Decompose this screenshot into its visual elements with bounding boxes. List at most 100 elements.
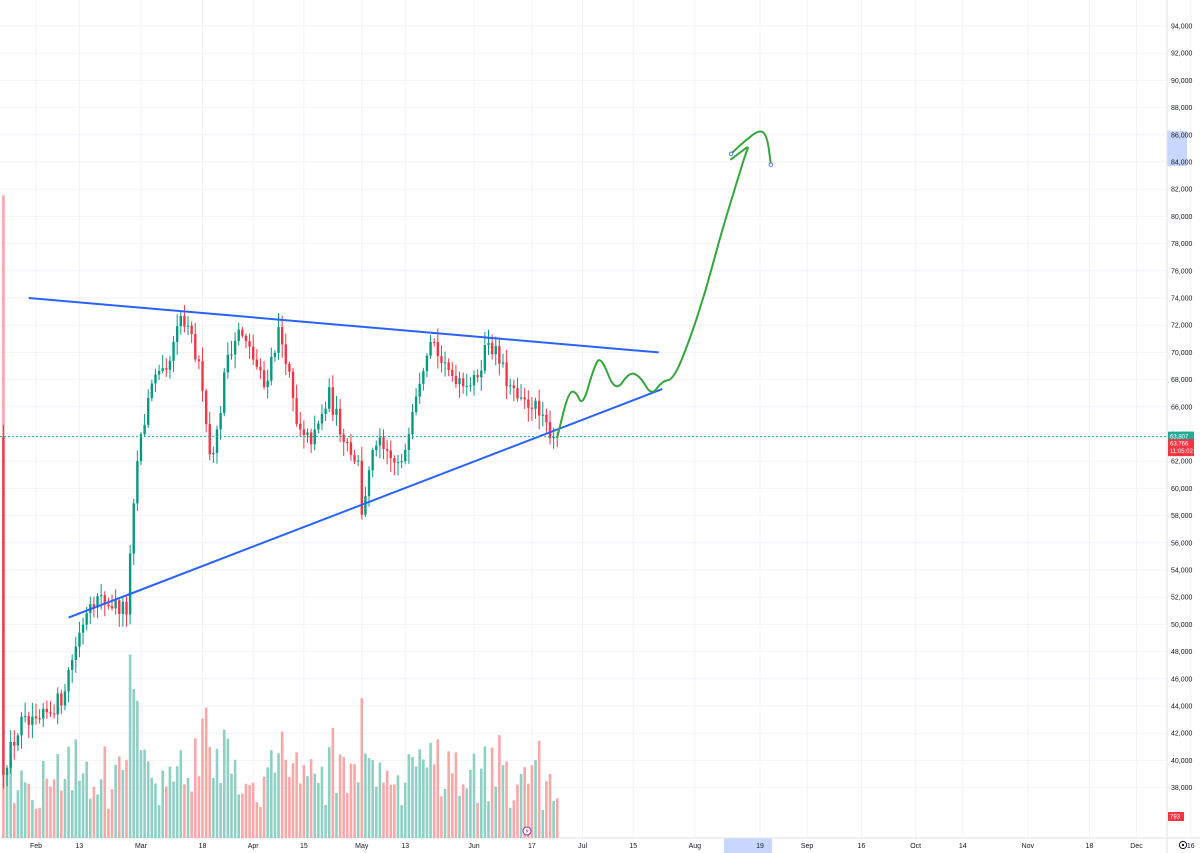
candle-body (168, 360, 172, 370)
volume-bar (143, 749, 146, 838)
candle (400, 453, 403, 469)
volume-bar (60, 790, 63, 838)
candle-body (465, 385, 468, 387)
volume-bar (313, 773, 317, 838)
volume-bar (541, 810, 545, 838)
candle (114, 589, 117, 615)
volume-bar (411, 756, 414, 838)
candle (147, 389, 150, 429)
candle-body (320, 413, 324, 424)
candle-body (197, 359, 201, 362)
volume-bar (443, 788, 447, 838)
volume-bar (99, 779, 103, 838)
time-tick-label: 17 (528, 843, 536, 850)
candle-body (509, 385, 512, 387)
candle-body (393, 458, 396, 463)
candle (67, 666, 70, 703)
volume-bar (266, 767, 269, 838)
candlesticks[interactable] (2, 304, 559, 789)
candle-body (476, 375, 479, 378)
volume-bar (523, 767, 526, 838)
volume-bar (291, 763, 295, 838)
gear-icon[interactable] (1178, 840, 1188, 850)
volume-bar (219, 782, 222, 838)
candle (63, 683, 67, 711)
candle (244, 333, 248, 349)
volume-bar (222, 729, 226, 838)
candle (107, 597, 110, 610)
candle-body (99, 595, 103, 597)
volume-bar (273, 772, 277, 838)
candle-body (313, 429, 316, 445)
candle-body (103, 595, 106, 605)
price-tick-label: 72,000 (1171, 323, 1193, 330)
candle (487, 329, 490, 356)
price-tick-label: 68,000 (1171, 377, 1193, 384)
volume-bar (67, 746, 70, 838)
candle (237, 322, 240, 346)
price-tick-label: 82,000 (1171, 187, 1193, 194)
candle (498, 337, 501, 376)
volume-bar (27, 783, 31, 838)
volume-bar (212, 777, 215, 838)
volume-bar (422, 759, 425, 838)
volume-bar (429, 742, 432, 838)
candle (353, 449, 356, 465)
candle (418, 372, 421, 404)
time-tick-label: 18 (1086, 843, 1094, 850)
volume-bar (52, 779, 56, 838)
volume-bar (331, 727, 335, 838)
volume-bar (465, 788, 469, 838)
candle-body (27, 716, 30, 725)
candle (371, 447, 374, 478)
time-tick-label: Nov (1022, 843, 1035, 850)
price-tick-label: 56,000 (1171, 540, 1193, 547)
candle (443, 351, 447, 377)
price-tick-label: 40,000 (1171, 758, 1193, 765)
price-tick-label: 44,000 (1171, 704, 1193, 711)
candle-body (60, 693, 63, 706)
candle-body (284, 344, 287, 364)
candle (465, 373, 468, 397)
candle (541, 402, 544, 427)
price-tick-label: 58,000 (1171, 513, 1193, 520)
candle-body (183, 315, 186, 327)
candle-body (42, 708, 45, 719)
candle-body (364, 496, 367, 515)
time-tick-label: Jun (468, 843, 479, 850)
candle (458, 371, 461, 398)
candle-body (302, 429, 306, 436)
candle-body (429, 341, 432, 356)
candle (429, 334, 432, 359)
price-tick-label: 50,000 (1171, 622, 1193, 629)
time-tick-label: 14 (959, 843, 967, 850)
price-axis[interactable]: 94,000 92,000 90,000 88,000 86,000 84,000 82,0… (1171, 24, 1193, 793)
event-marker[interactable] (522, 826, 532, 836)
drawings-layer[interactable] (28, 130, 774, 619)
candle-body (317, 423, 320, 430)
candle (42, 702, 45, 728)
candle-body (31, 716, 34, 725)
candle-body (299, 423, 302, 430)
volume-bar (41, 760, 45, 838)
time-tick-label: Oct (910, 843, 921, 850)
price-axis-highlight (1167, 130, 1187, 166)
candle-body (81, 624, 85, 633)
candle (548, 410, 552, 445)
volume-bar (356, 782, 360, 838)
volume-bar (389, 784, 393, 838)
candle (349, 434, 353, 461)
candle (313, 415, 316, 451)
candle (233, 332, 237, 369)
candle (505, 349, 508, 399)
volume-bar (146, 761, 150, 838)
time-axis[interactable]: Feb 13 Mar 18 Apr 15 May 13 Jun 17 Jul 15 Aug 19 Sep 16… (30, 843, 1195, 850)
price-tick-label: 76,000 (1171, 268, 1193, 275)
candle-body (2, 437, 5, 775)
candle-body (356, 460, 360, 462)
volume-bar (70, 790, 74, 838)
volume-bar (552, 800, 555, 838)
volume-bar (5, 772, 9, 838)
volume-bar (508, 807, 512, 838)
